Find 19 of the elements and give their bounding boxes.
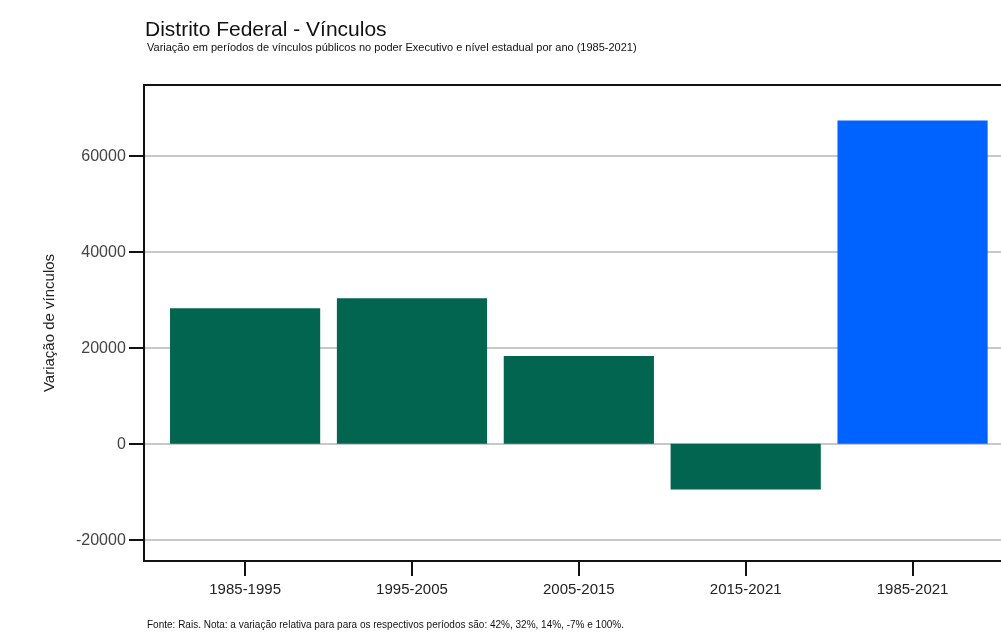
bar (670, 443, 821, 490)
source-note: Fonte: Rais. Nota: a variação relativa para para os respectivos períodos são: 42%, 32%, 14%, -7% e 100%. (147, 619, 624, 630)
y-tick-label: 60000 (81, 147, 126, 165)
x-tick-label: 2005-2015 (542, 580, 615, 597)
y-tick-label: 20000 (81, 339, 126, 357)
chart-title: Distrito Federal - Vínculos (145, 16, 387, 40)
bar (170, 308, 321, 444)
y-tick-label: 0 (116, 435, 126, 453)
chart-subtitle: Variação em períodos de vínculos públicos no poder Executivo e nível estadual por ano (1985-2021) (147, 41, 637, 53)
x-tick-label: 2015-2021 (709, 580, 782, 597)
x-tick-label: 1985-2021 (876, 580, 949, 597)
y-tick-label: -20000 (75, 531, 126, 549)
bar (336, 298, 488, 444)
x-tick-label: 1995-2005 (376, 580, 448, 597)
y-tick-label: 40000 (81, 243, 126, 261)
bar (503, 355, 654, 444)
bar (837, 120, 988, 444)
y-axis-title: Variação de vínculos (39, 253, 57, 393)
x-tick-label: 1985-1995 (209, 580, 281, 597)
